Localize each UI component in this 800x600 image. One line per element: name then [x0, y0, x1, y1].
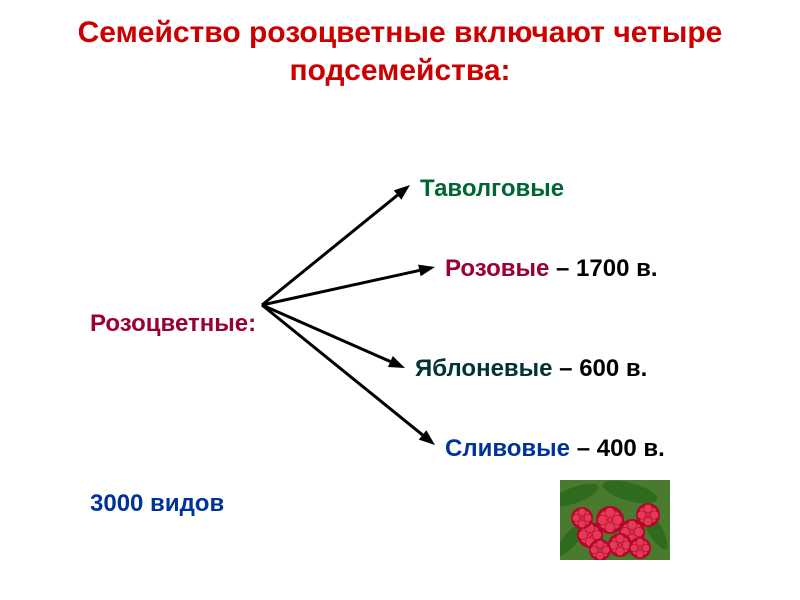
berries-image [560, 480, 670, 560]
diagram-stage: Семейство розоцветные включают четыре по… [0, 0, 800, 600]
branch-0-name: Таволговые [420, 175, 564, 202]
branch-1-name: Розовые [445, 255, 549, 282]
root-node-label: Розоцветные: [90, 310, 256, 338]
diagram-title: Семейство розоцветные включают четыре по… [0, 14, 800, 89]
berries-svg [560, 480, 670, 560]
branch-3-detail: – 400 в. [570, 435, 665, 462]
branch-2-name: Яблоневые [415, 355, 553, 382]
branch-1: Розовые – 1700 в. [445, 255, 658, 283]
branch-2-detail: – 600 в. [553, 355, 648, 382]
branch-3: Сливовые – 400 в. [445, 435, 665, 463]
branch-1-detail: – 1700 в. [549, 255, 657, 282]
branch-3-name: Сливовые [445, 435, 570, 462]
branch-2: Яблоневые – 600 в. [415, 355, 647, 383]
branch-0: Таволговые [420, 175, 564, 203]
species-count-label: 3000 видов [90, 490, 224, 518]
